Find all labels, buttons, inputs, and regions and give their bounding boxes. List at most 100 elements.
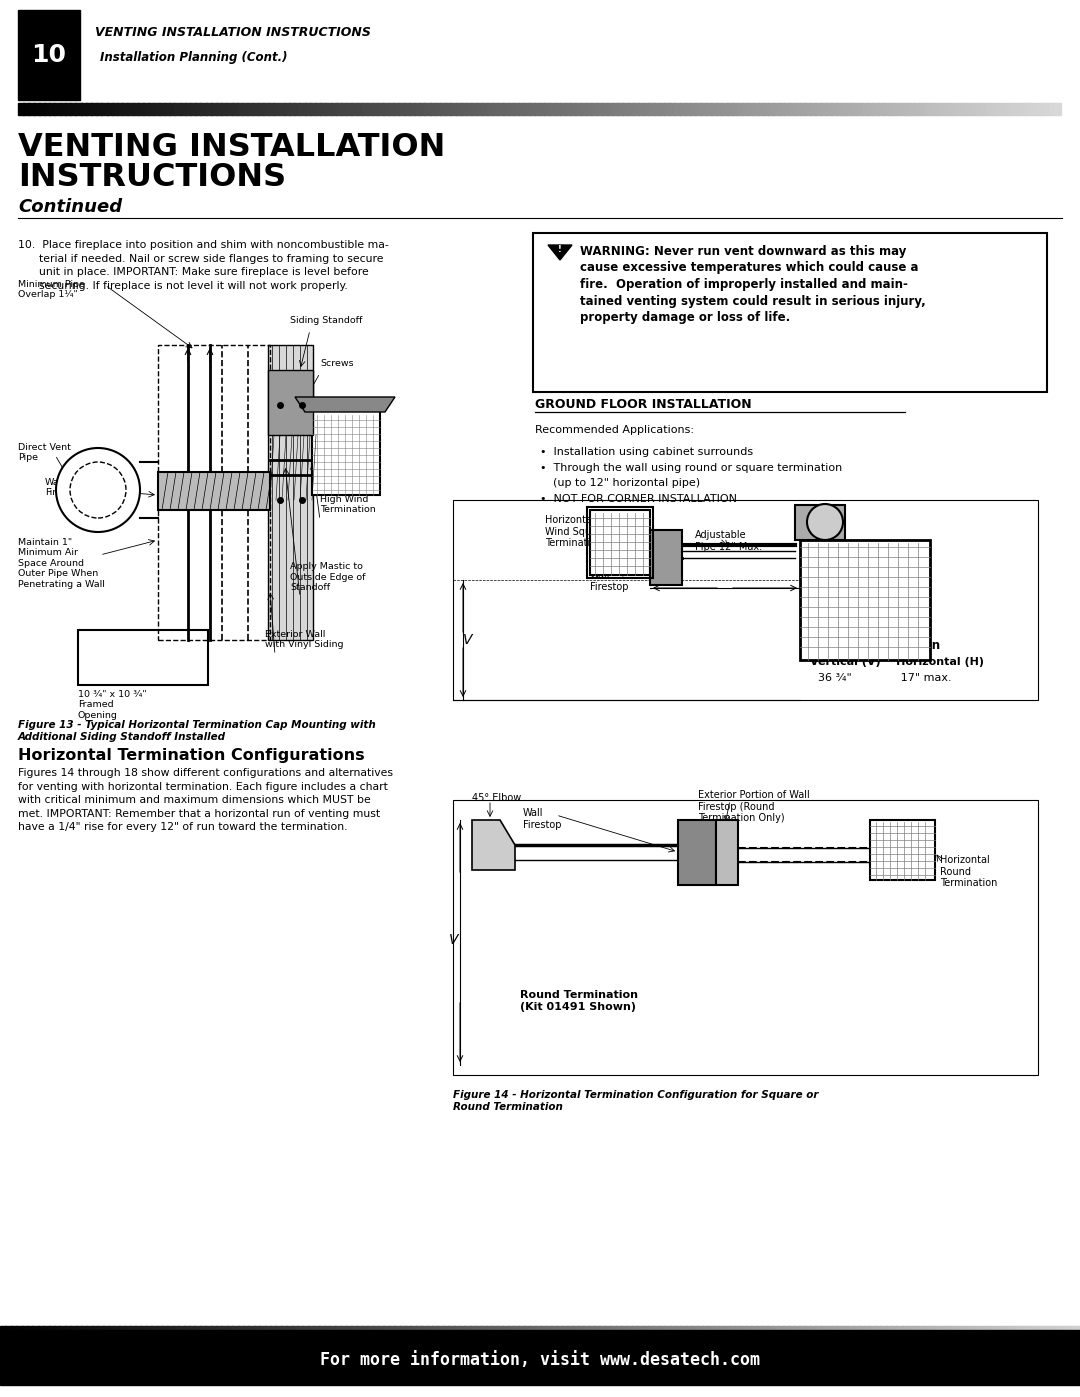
Bar xyxy=(448,1326,455,1336)
Bar xyxy=(508,103,514,115)
Bar xyxy=(653,103,660,115)
Bar xyxy=(756,1326,762,1336)
Bar xyxy=(783,1326,789,1336)
Bar xyxy=(324,1326,330,1336)
Text: •  NOT FOR CORNER INSTALLATION: • NOT FOR CORNER INSTALLATION xyxy=(540,495,737,504)
Text: 10: 10 xyxy=(31,43,67,67)
Bar xyxy=(59,103,66,115)
Bar xyxy=(414,103,420,115)
Bar xyxy=(211,103,217,115)
Bar xyxy=(268,370,313,434)
Bar xyxy=(904,103,910,115)
Bar xyxy=(815,103,822,115)
Bar xyxy=(502,1326,509,1336)
Bar xyxy=(718,1326,725,1336)
Bar xyxy=(653,1326,660,1336)
Bar xyxy=(599,1326,606,1336)
Bar xyxy=(724,1326,730,1336)
Text: Wall
Firestop: Wall Firestop xyxy=(523,807,562,830)
Bar xyxy=(540,1326,546,1336)
Bar xyxy=(643,1326,649,1336)
Bar xyxy=(492,103,498,115)
Bar xyxy=(893,103,900,115)
Bar xyxy=(998,103,1003,115)
Text: !: ! xyxy=(558,246,562,254)
Bar xyxy=(588,507,653,578)
Bar xyxy=(596,103,603,115)
Bar xyxy=(852,103,858,115)
Bar xyxy=(341,103,348,115)
Bar xyxy=(164,103,170,115)
Bar xyxy=(826,1326,833,1336)
Bar xyxy=(1075,1326,1080,1336)
Bar xyxy=(594,1326,600,1336)
Bar xyxy=(539,103,545,115)
Bar xyxy=(534,103,540,115)
Bar xyxy=(336,103,342,115)
Bar xyxy=(545,1326,552,1336)
Bar xyxy=(253,103,259,115)
Bar xyxy=(961,1326,968,1336)
Bar xyxy=(524,1326,530,1336)
Bar xyxy=(977,1326,984,1336)
Bar xyxy=(18,10,80,101)
Bar xyxy=(50,103,55,115)
Bar xyxy=(896,1326,903,1336)
Bar xyxy=(200,1326,206,1336)
Bar xyxy=(664,1326,671,1336)
Bar xyxy=(216,103,222,115)
Bar xyxy=(65,1326,71,1336)
Bar xyxy=(713,1326,719,1336)
Bar xyxy=(238,1326,244,1336)
Text: Square Termination: Square Termination xyxy=(810,638,940,651)
Bar xyxy=(432,1326,438,1336)
Bar xyxy=(638,103,644,115)
Bar xyxy=(972,1326,978,1336)
Bar xyxy=(544,103,551,115)
Bar xyxy=(778,1326,784,1336)
Bar xyxy=(941,103,946,115)
Bar xyxy=(934,1326,941,1336)
Bar xyxy=(148,103,154,115)
Bar xyxy=(772,1326,779,1336)
Text: Siding Standoff: Siding Standoff xyxy=(291,316,363,326)
Bar xyxy=(550,103,555,115)
Bar xyxy=(265,1326,271,1336)
Text: Adjustable
Pipe 12" Max.: Adjustable Pipe 12" Max. xyxy=(696,529,762,552)
Bar xyxy=(367,103,374,115)
Bar xyxy=(347,103,352,115)
Bar xyxy=(742,103,748,115)
Bar xyxy=(581,103,586,115)
Bar xyxy=(23,103,29,115)
Bar xyxy=(976,103,983,115)
Bar xyxy=(388,103,394,115)
Bar xyxy=(430,103,436,115)
Text: •  Installation using cabinet surrounds: • Installation using cabinet surrounds xyxy=(540,447,753,457)
Bar xyxy=(273,103,280,115)
Bar xyxy=(753,103,759,115)
Bar xyxy=(659,1326,665,1336)
Bar xyxy=(96,103,103,115)
Bar xyxy=(482,103,488,115)
Bar xyxy=(185,103,191,115)
Bar xyxy=(1008,103,1014,115)
Bar xyxy=(680,1326,687,1336)
Bar xyxy=(190,103,197,115)
Bar xyxy=(832,1326,838,1336)
Bar xyxy=(578,1326,584,1336)
Bar xyxy=(737,103,743,115)
Bar xyxy=(310,103,316,115)
Bar xyxy=(122,103,129,115)
Bar xyxy=(1015,1326,1022,1336)
Bar xyxy=(351,103,357,115)
Bar xyxy=(146,1326,152,1336)
Bar xyxy=(43,1326,50,1336)
Bar xyxy=(389,1326,395,1336)
Bar xyxy=(159,103,165,115)
Bar xyxy=(27,1326,33,1336)
Bar xyxy=(794,1326,800,1336)
Bar xyxy=(254,1326,260,1336)
Bar xyxy=(450,103,457,115)
Text: Continued: Continued xyxy=(18,198,122,217)
Text: Round Termination
(Kit 01491 Shown): Round Termination (Kit 01491 Shown) xyxy=(519,990,638,1011)
